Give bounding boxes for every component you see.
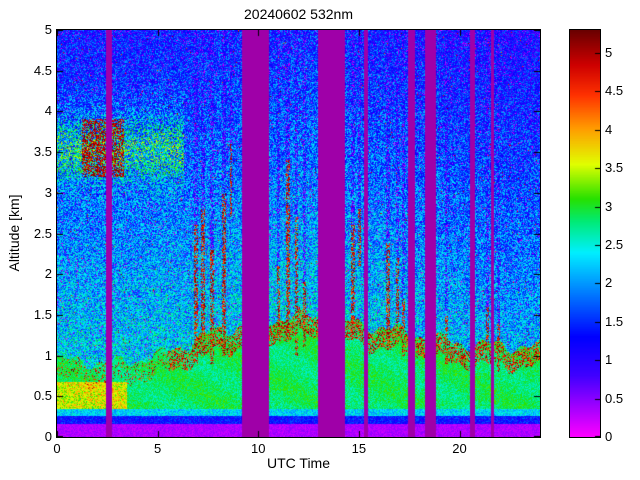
colorbar-tick-label: 3.5: [605, 160, 624, 176]
colorbar-tick-label: 2.5: [605, 237, 624, 253]
x-tick-label: 0: [53, 441, 61, 456]
colorbar: [569, 29, 601, 438]
x-tick-label: 15: [351, 441, 367, 456]
heatmap-canvas: [57, 30, 540, 437]
y-tick-label: 3.5: [33, 144, 52, 160]
y-tick-label: 2.5: [33, 225, 52, 241]
y-tick-label: 1: [44, 347, 52, 363]
plot-area: [56, 29, 541, 438]
colorbar-tick-label: 5: [605, 45, 613, 61]
y-tick-label: 4.5: [33, 62, 52, 78]
x-tick-label: 10: [251, 441, 266, 456]
x-axis-label: UTC Time: [267, 455, 330, 471]
y-tick-label: 5: [44, 22, 52, 37]
y-tick-label: 1.5: [33, 306, 52, 322]
colorbar-tick-label: 2: [605, 275, 613, 291]
y-tick-label: 3: [44, 184, 52, 200]
x-tick-label: 20: [452, 441, 467, 456]
colorbar-tick-label: 3: [605, 198, 613, 214]
colorbar-tick-label: 0.5: [605, 390, 624, 406]
colorbar-tick-label: 0: [605, 429, 613, 444]
x-tick-label: 5: [154, 441, 162, 456]
colorbar-tick-label: 4.5: [605, 83, 624, 99]
colorbar-tick-label: 1: [605, 352, 613, 368]
chart-title: 20240602 532nm: [244, 6, 353, 22]
y-tick-label: 0: [44, 429, 52, 444]
colorbar-tick-label: 4: [605, 121, 613, 137]
colorbar-canvas: [570, 30, 600, 437]
y-tick-label: 4: [44, 103, 52, 119]
y-tick-label: 2: [44, 266, 52, 282]
colorbar-tick-label: 1.5: [605, 313, 624, 329]
y-tick-label: 0.5: [33, 388, 52, 404]
